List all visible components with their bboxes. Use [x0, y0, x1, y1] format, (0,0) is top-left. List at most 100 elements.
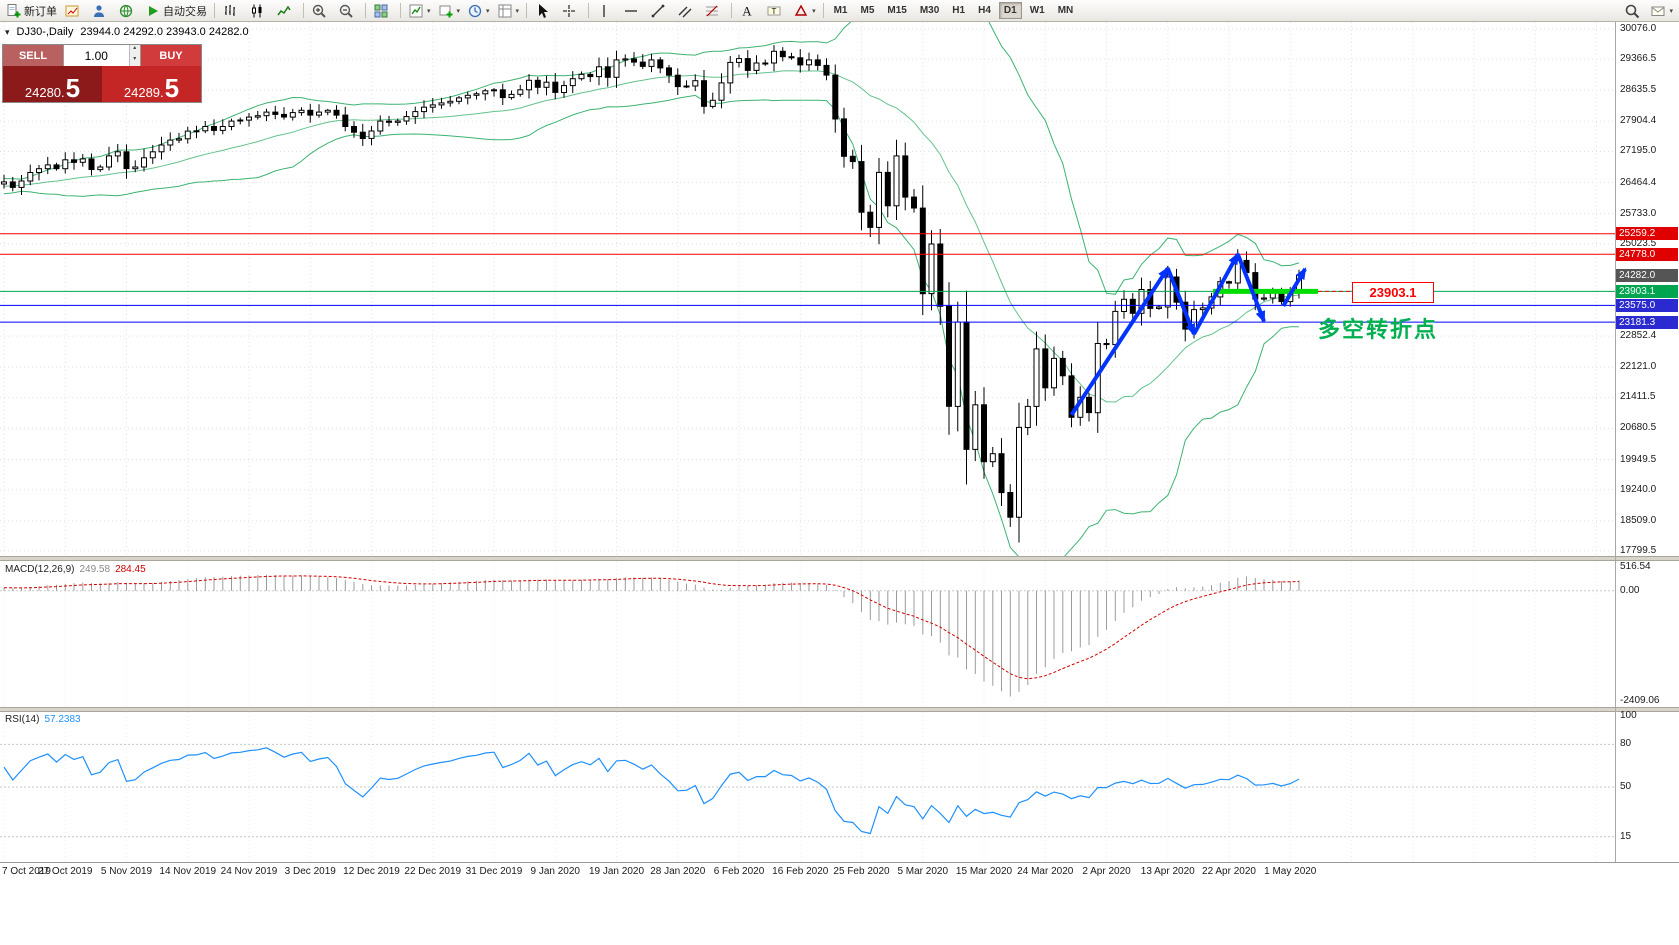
volume-input[interactable] [64, 45, 129, 66]
bar-chart-button[interactable] [219, 0, 245, 21]
channel-tool-button[interactable] [674, 0, 700, 21]
toolbar-separator [400, 3, 401, 18]
macd-pane-canvas[interactable] [0, 561, 1615, 707]
toolbar-separator [822, 3, 824, 18]
price-callout-label[interactable]: 23903.1 [1352, 282, 1434, 303]
zoom-in-button[interactable] [308, 0, 334, 21]
price-axis-label: 27904.4 [1620, 115, 1657, 127]
volume-up-button[interactable]: ▴ [129, 45, 140, 56]
navigator-button[interactable] [115, 0, 141, 21]
macd-main-value: 249.58 [79, 564, 111, 575]
price-axis-label: 30076.0 [1620, 22, 1657, 34]
turning-point-note[interactable]: 多空转折点 [1318, 317, 1439, 342]
indicators-button[interactable]: ▾ [405, 0, 434, 21]
buy-button[interactable]: BUY [141, 45, 201, 66]
time-axis-label: 13 Apr 2020 [1140, 866, 1195, 877]
price-chart-canvas[interactable] [0, 22, 1615, 556]
rsi-value: 57.2383 [44, 714, 81, 725]
price-axis-marker: 23181.3 [1616, 315, 1678, 329]
mailbox-button[interactable]: ▾ [1647, 0, 1676, 21]
pane-separator[interactable] [0, 556, 1679, 561]
cursor-tool-button[interactable] [531, 0, 557, 21]
autotrade-play-icon [145, 3, 161, 19]
tile-windows-button[interactable] [370, 0, 396, 21]
profiles-button[interactable]: ▾ [464, 0, 493, 21]
arrows-tool-button[interactable]: ▾ [790, 0, 819, 21]
time-axis-label: 2 Apr 2020 [1082, 866, 1131, 877]
buy-price-button[interactable]: 24289. 5 [102, 66, 201, 102]
timeframe-mn[interactable]: MN [1057, 5, 1074, 16]
indicators-icon [408, 3, 424, 19]
new-order-button[interactable]: 新订单 [3, 0, 60, 21]
time-axis-label: 15 Mar 2020 [955, 866, 1013, 877]
rsi-axis-label: 80 [1620, 738, 1632, 750]
macd-axis-label: -2409.06 [1620, 695, 1660, 706]
timeframe-w1[interactable]: W1 [1029, 5, 1045, 16]
search-icon [1624, 3, 1640, 19]
time-axis-label: 14 Nov 2019 [159, 866, 217, 877]
timeframe-m1[interactable]: M1 [833, 5, 848, 16]
mail-icon [1650, 3, 1666, 19]
price-axis-marker: 24282.0 [1616, 268, 1678, 282]
timeframe-m5[interactable]: M5 [860, 5, 875, 16]
toolbar-separator [588, 3, 590, 18]
macd-axis-label: 516.54 [1620, 561, 1651, 572]
templates-icon [497, 3, 513, 19]
bar-chart-icon [222, 3, 238, 19]
vertical-line-tool-button[interactable] [593, 0, 619, 21]
timeframe-m30[interactable]: M30 [919, 5, 940, 16]
timeframe-h4[interactable]: H4 [978, 5, 991, 16]
time-axis-label: 3 Dec 2019 [284, 866, 336, 877]
volume-down-button[interactable]: ▾ [129, 55, 140, 66]
search-button[interactable] [1621, 0, 1647, 21]
price-axis-label: 22852.4 [1620, 330, 1657, 342]
rsi-pane-canvas[interactable] [0, 712, 1615, 862]
zigzag-annotation [1069, 252, 1307, 416]
time-axis-label: 7 Oct 2019 [2, 866, 51, 877]
macd-name: MACD(12,26,9) [5, 564, 75, 575]
candlestick-chart-button[interactable] [246, 0, 272, 21]
zoom-out-button[interactable] [335, 0, 361, 21]
horizontal-line-tool-button[interactable] [620, 0, 646, 21]
time-axis-label: 25 Feb 2020 [833, 866, 890, 877]
new-chart-button[interactable]: ▾ [435, 0, 464, 21]
timeframe-d1[interactable]: D1 [998, 2, 1022, 19]
fibonacci-tool-button[interactable] [701, 0, 727, 21]
templates-button[interactable]: ▾ [494, 0, 523, 21]
time-axis-label: 12 Dec 2019 [343, 866, 400, 877]
rsi-axis-label: 100 [1620, 710, 1637, 721]
macd-axis-label: 0.00 [1620, 584, 1640, 596]
toolbar-separator [731, 3, 733, 18]
text-label-tool-button[interactable]: T [763, 0, 789, 21]
toolbar-separator [214, 3, 215, 18]
price-axis-label: 18509.0 [1620, 514, 1657, 526]
time-axis[interactable] [0, 862, 1679, 882]
charts-window-button[interactable] [61, 0, 87, 21]
pane-separator[interactable] [0, 707, 1679, 712]
time-axis-label: 6 Feb 2020 [713, 866, 765, 877]
sell-button[interactable]: SELL [3, 45, 63, 66]
timeframe-h1[interactable]: H1 [952, 5, 966, 16]
web-globe-icon [118, 3, 134, 19]
price-axis-marker: 25259.2 [1616, 227, 1678, 241]
rsi-indicator-label: RSI(14) 57.2383 [5, 714, 81, 725]
volume-field: ▴ ▾ [63, 45, 141, 66]
sell-price-button[interactable]: 24280. 5 [3, 66, 102, 102]
trendline-tool-button[interactable] [647, 0, 673, 21]
text-label-icon: T [766, 3, 782, 19]
line-chart-button[interactable] [273, 0, 299, 21]
autotrading-button[interactable]: 自动交易 [142, 0, 210, 21]
macd-indicator-label: MACD(12,26,9) 249.58 284.45 [5, 564, 146, 575]
zoom-out-icon [338, 3, 354, 19]
rsi-axis-label: 50 [1620, 781, 1632, 792]
one-click-toggle-icon[interactable]: ▾ [5, 26, 10, 37]
crosshair-tool-button[interactable] [558, 0, 584, 21]
price-axis-label: 17799.5 [1620, 544, 1657, 556]
one-click-trading-panel: SELL ▴ ▾ BUY 24280.5 24289.5 [2, 44, 202, 103]
timeframe-m15[interactable]: M15 [887, 5, 907, 16]
time-axis-label: 19 Jan 2020 [588, 866, 645, 877]
market-watch-button[interactable] [88, 0, 114, 21]
text-tool-button[interactable]: A [736, 0, 762, 21]
zoom-in-icon [311, 3, 327, 19]
